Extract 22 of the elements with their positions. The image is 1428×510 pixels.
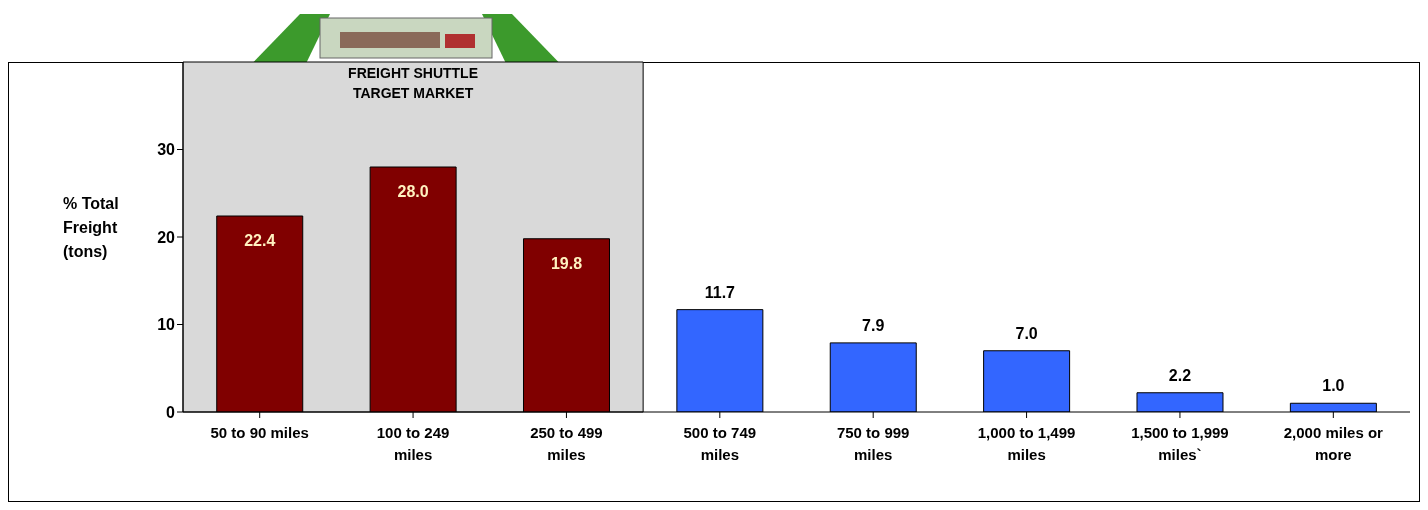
y-axis-title: % Total Freight (tons): [63, 195, 119, 260]
x-tick-label: 250 to 499 miles: [530, 424, 603, 463]
data-label: 2.2: [1168, 366, 1192, 384]
x-tick-label: 1,500 to 1,999 miles`: [1131, 424, 1229, 463]
x-tick-label: 750 to 999 miles: [836, 424, 910, 463]
data-label: 11.7: [704, 283, 736, 301]
y-tick-label: 20: [157, 228, 176, 246]
band-label: FREIGHT SHUTTLE TARGET MARKET: [348, 65, 479, 101]
x-tick-label: 500 to 749 miles: [683, 424, 757, 463]
x-tick-label: 50 to 90 miles: [210, 424, 309, 441]
x-tick-label: 2,000 miles or more: [1283, 424, 1384, 463]
y-tick-label: 0: [166, 403, 176, 421]
x-tick-label: 1,000 to 1,499 miles: [977, 424, 1076, 463]
data-label: 7.0: [1015, 324, 1038, 342]
data-label: 22.4: [244, 232, 276, 249]
y-tick-label: 30: [157, 141, 176, 159]
data-label: 19.8: [550, 254, 583, 272]
y-tick-label: 10: [157, 316, 176, 334]
data-label: 1.0: [1322, 377, 1345, 395]
data-label: 7.9: [862, 316, 885, 334]
data-label: 28.0: [397, 183, 429, 200]
x-tick-label: 100 to 249 miles: [376, 424, 450, 463]
